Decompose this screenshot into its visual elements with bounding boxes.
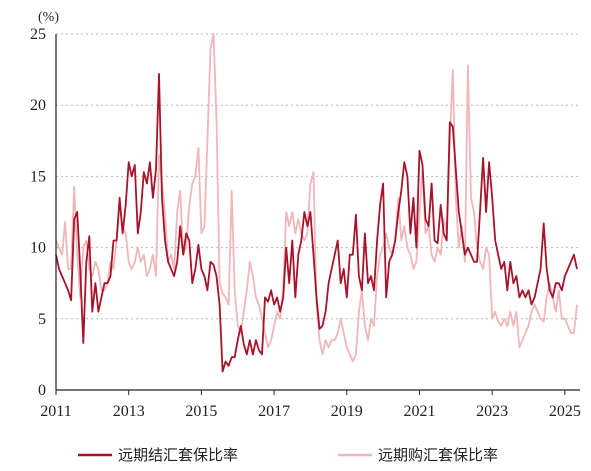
x-tick-labels: 2011 2013 2015 2017 2019 2021 2023 2025 [40, 403, 581, 420]
y-unit-label: (%) [38, 10, 59, 25]
legend-label: 远期结汇套保比率 [118, 446, 238, 464]
x-tick-label: 2015 [185, 403, 217, 420]
x-tick-label: 2023 [476, 403, 508, 420]
x-tick-label: 2025 [549, 403, 581, 420]
x-tick-label: 2021 [403, 403, 435, 420]
y-tick-labels: 0 5 10 15 20 25 [30, 26, 46, 399]
x-tick-label: 2017 [258, 403, 290, 420]
series-lines [55, 33, 578, 373]
axes [55, 34, 580, 395]
y-tick-label: 20 [30, 97, 46, 114]
y-tick-label: 25 [30, 26, 46, 43]
legend: 远期结汇套保比率 远期购汇套保比率 [78, 446, 498, 464]
y-tick-label: 10 [30, 240, 46, 257]
series-line-2 [55, 33, 578, 363]
y-tick-label: 5 [38, 311, 46, 328]
y-tick-label: 0 [38, 382, 46, 399]
y-tick-label: 15 [30, 168, 46, 185]
series-line-1 [55, 73, 578, 373]
legend-label: 远期购汇套保比率 [378, 446, 498, 464]
x-tick-label: 2019 [331, 403, 363, 420]
x-tick-label: 2011 [40, 403, 71, 420]
x-tick-label: 2013 [113, 403, 145, 420]
